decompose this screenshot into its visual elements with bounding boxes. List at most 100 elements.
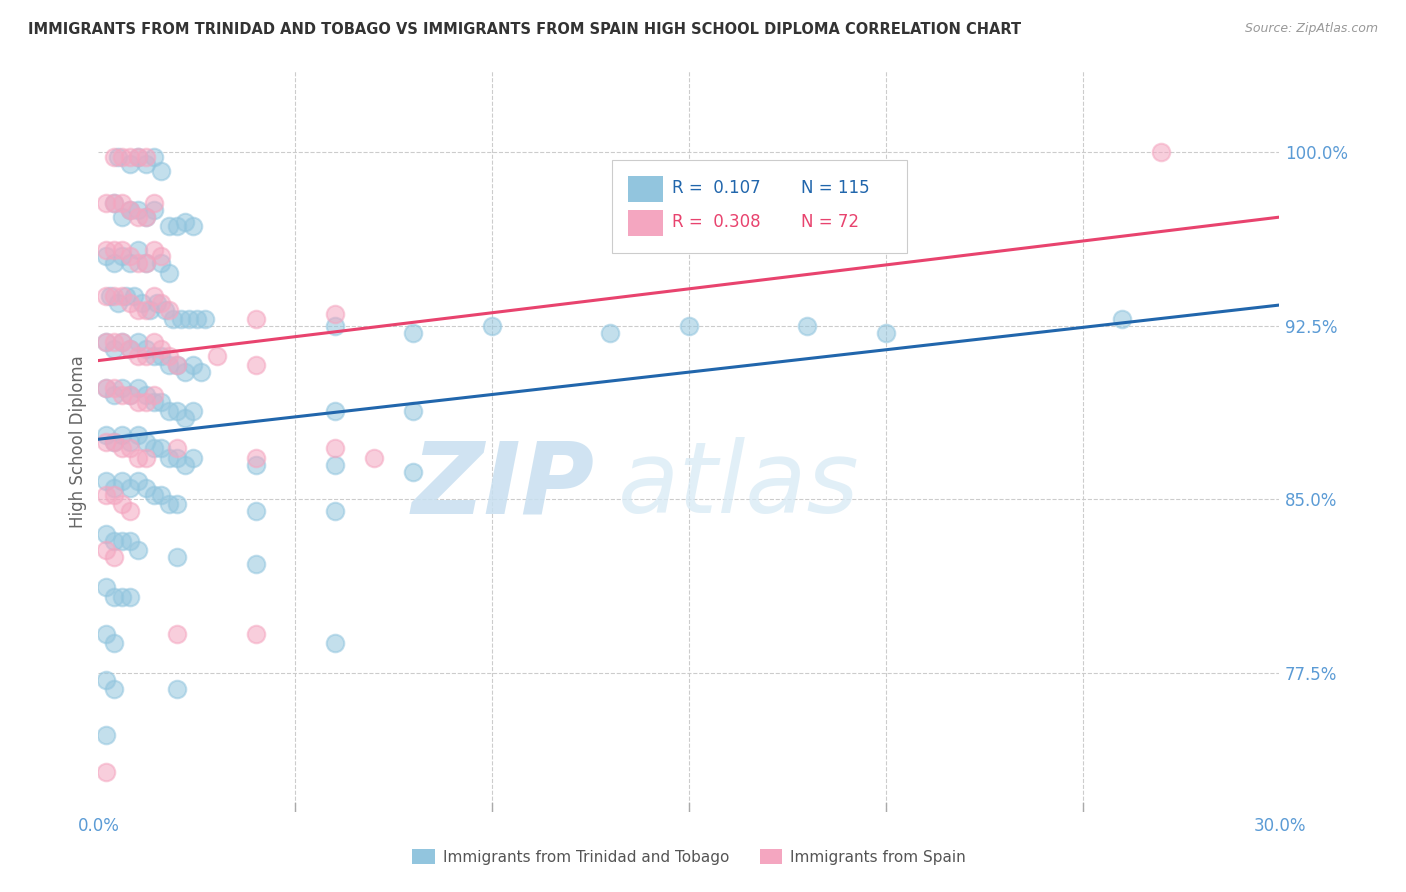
Point xyxy=(118,504,141,518)
Point xyxy=(127,243,149,257)
Point xyxy=(150,395,173,409)
Point xyxy=(796,318,818,333)
Point xyxy=(118,295,141,310)
Point xyxy=(103,534,125,549)
Point xyxy=(402,404,425,418)
Point xyxy=(245,358,267,372)
Point xyxy=(181,404,204,418)
Point xyxy=(111,334,134,349)
Point xyxy=(103,434,125,449)
Point xyxy=(96,673,118,687)
Point xyxy=(118,388,141,402)
Point xyxy=(127,150,149,164)
Point xyxy=(135,395,157,409)
Point xyxy=(103,434,125,449)
Point xyxy=(135,157,157,171)
Point xyxy=(96,289,118,303)
Point xyxy=(118,203,141,218)
Point xyxy=(111,196,134,211)
Point xyxy=(181,450,204,465)
Point xyxy=(166,450,188,465)
Point xyxy=(96,381,118,395)
Point xyxy=(96,249,118,263)
Point xyxy=(127,203,149,218)
Point xyxy=(135,349,157,363)
Point xyxy=(111,150,134,164)
Point xyxy=(107,295,129,310)
Point xyxy=(150,249,173,263)
Point xyxy=(122,289,145,303)
Point xyxy=(245,504,267,518)
Point xyxy=(157,266,180,280)
Point xyxy=(103,150,125,164)
Point xyxy=(135,256,157,270)
Point xyxy=(127,302,149,317)
Point xyxy=(127,543,149,558)
Point xyxy=(150,295,173,310)
Point xyxy=(875,326,897,340)
Point xyxy=(157,349,180,363)
Point xyxy=(107,150,129,164)
Point xyxy=(150,442,173,456)
Point xyxy=(127,450,149,465)
Point xyxy=(135,481,157,495)
Point xyxy=(174,411,197,425)
Point xyxy=(174,215,197,229)
Point xyxy=(135,342,157,356)
Point xyxy=(118,342,141,356)
Point xyxy=(142,196,165,211)
Point xyxy=(142,289,165,303)
Point xyxy=(150,256,173,270)
Point xyxy=(127,349,149,363)
Point xyxy=(127,474,149,488)
Point xyxy=(135,210,157,224)
Point xyxy=(402,465,425,479)
FancyBboxPatch shape xyxy=(627,210,664,235)
Point xyxy=(131,295,153,310)
Point xyxy=(186,312,208,326)
Point xyxy=(127,210,149,224)
Point xyxy=(166,626,188,640)
Point xyxy=(96,243,118,257)
Text: atlas: atlas xyxy=(619,437,859,534)
Point xyxy=(103,636,125,650)
Point xyxy=(96,334,118,349)
Point xyxy=(127,381,149,395)
Point xyxy=(166,497,188,511)
Point xyxy=(111,590,134,604)
Point xyxy=(157,302,180,317)
Point xyxy=(142,203,165,218)
Text: ZIP: ZIP xyxy=(412,437,595,534)
Point xyxy=(96,765,118,780)
Point xyxy=(111,381,134,395)
Point xyxy=(402,326,425,340)
Point xyxy=(127,427,149,442)
Point xyxy=(177,312,200,326)
Point xyxy=(111,388,134,402)
Point xyxy=(170,312,193,326)
Point xyxy=(135,388,157,402)
Point xyxy=(135,302,157,317)
Point xyxy=(138,302,160,317)
Point xyxy=(135,450,157,465)
Point xyxy=(323,442,346,456)
Point xyxy=(190,365,212,379)
Point xyxy=(157,450,180,465)
Point xyxy=(127,395,149,409)
Text: Source: ZipAtlas.com: Source: ZipAtlas.com xyxy=(1244,22,1378,36)
Point xyxy=(166,550,188,565)
Point xyxy=(245,557,267,571)
Point xyxy=(142,349,165,363)
Point xyxy=(103,334,125,349)
Point xyxy=(111,427,134,442)
Point xyxy=(96,334,118,349)
Text: IMMIGRANTS FROM TRINIDAD AND TOBAGO VS IMMIGRANTS FROM SPAIN HIGH SCHOOL DIPLOMA: IMMIGRANTS FROM TRINIDAD AND TOBAGO VS I… xyxy=(28,22,1021,37)
Point xyxy=(323,307,346,321)
Point xyxy=(157,404,180,418)
Point xyxy=(245,450,267,465)
Point xyxy=(245,458,267,472)
Point xyxy=(157,219,180,234)
Point xyxy=(103,196,125,211)
Point xyxy=(135,210,157,224)
Point xyxy=(103,488,125,502)
